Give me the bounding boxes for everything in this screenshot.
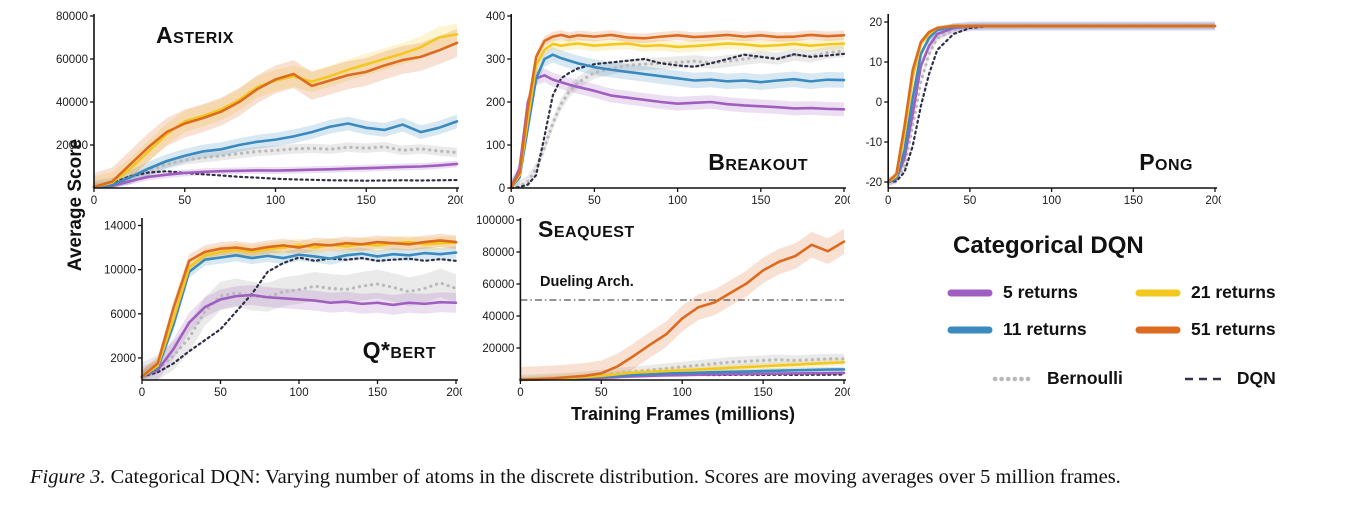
svg-text:100: 100 <box>1042 195 1061 207</box>
svg-text:50: 50 <box>588 195 601 207</box>
svg-text:200: 200 <box>447 195 463 207</box>
legend-items: 5 returns 21 returns 11 returns 51 retur… <box>905 282 1311 340</box>
chart-title-qbert: Q*bert <box>362 337 436 363</box>
legend-title: Categorical DQN <box>953 232 1144 259</box>
chart-title-seaquest: Seaquest <box>538 216 635 242</box>
legend: Categorical DQN 5 returns 21 returns 11 … <box>905 232 1311 389</box>
legend-item-dqn: DQN <box>1181 368 1276 389</box>
svg-text:100: 100 <box>486 140 505 152</box>
svg-text:0: 0 <box>885 195 891 207</box>
line-swatch-11-returns <box>947 324 993 336</box>
svg-text:150: 150 <box>1124 195 1143 207</box>
svg-text:0: 0 <box>499 183 505 195</box>
svg-text:150: 150 <box>368 387 387 399</box>
chart-seaquest: 0 50 100 150 200 20000 40000 60000 80000 100000 S… <box>468 212 850 400</box>
line-swatch-5-returns <box>947 287 993 299</box>
legend-item-label: 5 returns <box>1003 282 1078 302</box>
svg-text:100: 100 <box>673 387 692 399</box>
svg-text:14000: 14000 <box>104 221 136 233</box>
svg-text:20: 20 <box>869 17 882 29</box>
svg-text:2000: 2000 <box>110 353 136 365</box>
svg-text:10: 10 <box>869 57 882 69</box>
chart-title-breakout: Breakout <box>708 149 808 175</box>
legend-item-bernoulli: Bernoulli <box>991 368 1123 389</box>
svg-text:50: 50 <box>214 387 227 399</box>
svg-text:50: 50 <box>595 387 608 399</box>
svg-text:80000: 80000 <box>56 11 88 23</box>
svg-text:100000: 100000 <box>476 215 514 227</box>
chart-pong: 0 50 100 150 200 -20 -10 0 10 20 Pong <box>855 8 1221 208</box>
svg-text:100: 100 <box>289 387 308 399</box>
svg-text:20000: 20000 <box>482 343 514 355</box>
dueling-arch-annotation: Dueling Arch. <box>540 274 634 290</box>
svg-text:0: 0 <box>517 387 523 399</box>
svg-text:150: 150 <box>357 195 376 207</box>
x-axis-label: Training Frames (millions) <box>570 404 796 424</box>
svg-text:0: 0 <box>139 387 145 399</box>
line-swatch-21-returns <box>1135 287 1181 299</box>
legend-item-label: DQN <box>1236 368 1276 388</box>
line-swatch-dqn <box>1181 373 1227 385</box>
svg-text:200: 200 <box>834 195 850 207</box>
svg-text:150: 150 <box>754 387 773 399</box>
svg-text:300: 300 <box>486 54 505 66</box>
legend-item-21-returns: 21 returns <box>1135 282 1335 303</box>
svg-text:200: 200 <box>834 387 850 399</box>
svg-text:0: 0 <box>876 97 882 109</box>
legend-item-label: 11 returns <box>1003 319 1087 339</box>
svg-text:100: 100 <box>266 195 285 207</box>
svg-text:80000: 80000 <box>482 247 514 259</box>
svg-text:6000: 6000 <box>110 309 136 321</box>
legend-item-51-returns: 51 returns <box>1135 319 1335 340</box>
chart-title-asterix: Asterix <box>156 22 234 48</box>
svg-text:50: 50 <box>964 195 977 207</box>
line-swatch-51-returns <box>1135 324 1181 336</box>
chart-qbert: 0 50 100 150 200 2000 6000 10000 14000 Q*bert <box>96 212 462 400</box>
chart-asterix: 0 50 100 150 200 20000 40000 60000 80000 Asterix <box>48 8 463 208</box>
svg-text:60000: 60000 <box>56 54 88 66</box>
legend-item-label: 51 returns <box>1191 319 1276 339</box>
svg-text:100: 100 <box>668 195 687 207</box>
svg-text:40000: 40000 <box>56 97 88 109</box>
svg-text:150: 150 <box>751 195 770 207</box>
svg-text:-10: -10 <box>866 137 883 149</box>
legend-item-5-returns: 5 returns <box>947 282 1135 303</box>
svg-text:0: 0 <box>508 195 514 207</box>
legend-item-label: Bernoulli <box>1047 368 1123 388</box>
chart-breakout: 0 50 100 150 200 0 100 200 300 400 Breakout <box>478 8 850 208</box>
svg-text:10000: 10000 <box>104 265 136 277</box>
chart-title-pong: Pong <box>1139 149 1193 175</box>
svg-text:0: 0 <box>91 195 97 207</box>
svg-text:60000: 60000 <box>482 279 514 291</box>
caption-text: Categorical DQN: Varying number of atoms… <box>110 466 1121 488</box>
svg-text:200: 200 <box>1205 195 1221 207</box>
svg-text:40000: 40000 <box>482 311 514 323</box>
svg-text:20000: 20000 <box>56 140 88 152</box>
line-swatch-bernoulli <box>991 373 1037 385</box>
svg-text:-20: -20 <box>866 177 883 189</box>
legend-extra-items: Bernoulli DQN <box>905 368 1311 389</box>
svg-text:50: 50 <box>178 195 191 207</box>
svg-text:200: 200 <box>446 387 462 399</box>
figure-caption: Figure 3. Categorical DQN: Varying numbe… <box>30 466 1332 489</box>
svg-text:400: 400 <box>486 11 505 23</box>
caption-label: Figure 3. <box>30 466 106 488</box>
legend-item-label: 21 returns <box>1191 282 1276 302</box>
svg-text:200: 200 <box>486 97 505 109</box>
legend-item-11-returns: 11 returns <box>947 319 1135 340</box>
